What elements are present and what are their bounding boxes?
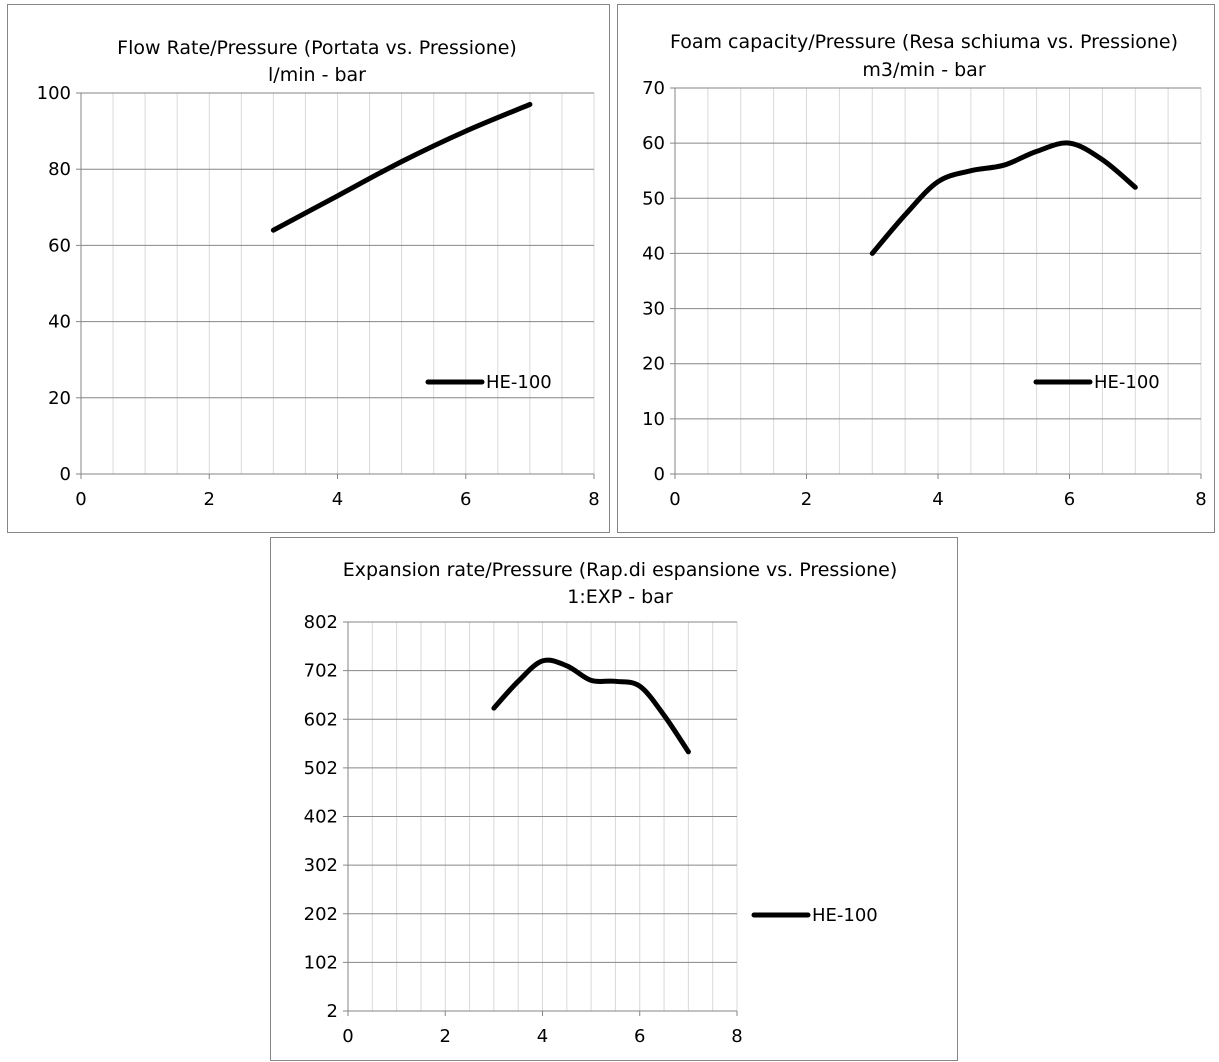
series-line-he-100 xyxy=(270,101,533,233)
x-tick-label: 4 xyxy=(932,489,943,510)
x-tick-label: 4 xyxy=(332,489,343,510)
chart-title: Flow Rate/Pressure (Portata vs. Pression… xyxy=(117,37,517,59)
y-tick-label: 702 xyxy=(304,661,338,682)
y-tick-label: 100 xyxy=(37,83,71,104)
x-tick-label: 2 xyxy=(204,489,215,510)
y-tick-label: 602 xyxy=(304,709,338,730)
x-tick-label: 6 xyxy=(634,1026,645,1047)
chart-title: Expansion rate/Pressure (Rap.di espansio… xyxy=(343,559,898,581)
y-tick-label: 70 xyxy=(642,78,665,99)
x-tick-label: 0 xyxy=(75,489,86,510)
x-tick-label: 6 xyxy=(1064,489,1075,510)
y-tick-label: 0 xyxy=(60,464,71,485)
y-tick-label: 502 xyxy=(304,758,338,779)
y-tick-label: 0 xyxy=(654,464,665,485)
chart-subtitle: 1:EXP - bar xyxy=(567,586,673,608)
x-tick-label: 0 xyxy=(669,489,680,510)
y-tick-label: 10 xyxy=(642,409,665,430)
y-tick-label: 802 xyxy=(304,612,338,633)
series-line-he-100 xyxy=(491,657,691,755)
y-tick-label: 30 xyxy=(642,299,665,320)
legend-label: HE-100 xyxy=(812,905,878,926)
chart-panel-flow-rate: 0 20 40 60 80 100 0 2 4 6 8 Flow Rate/Pressure (Por… xyxy=(7,4,610,533)
y-tick-label: 50 xyxy=(642,188,665,209)
x-tick-label: 0 xyxy=(342,1026,353,1047)
y-tick-label: 40 xyxy=(48,312,71,333)
legend-label: HE-100 xyxy=(486,372,552,393)
foam-capacity-chart: 0 10 20 30 40 50 60 70 0 2 4 6 8 Foam capacity/Pressu… xyxy=(642,31,1207,510)
y-tick-label: 40 xyxy=(642,243,665,264)
x-tick-label: 8 xyxy=(588,489,599,510)
y-tick-label: 102 xyxy=(304,952,338,973)
y-tick-label: 202 xyxy=(304,904,338,925)
x-tick-label: 2 xyxy=(440,1026,451,1047)
y-tick-label: 402 xyxy=(304,807,338,828)
x-tick-label: 2 xyxy=(801,489,812,510)
y-tick-label: 20 xyxy=(642,354,665,375)
y-tick-label: 60 xyxy=(48,235,71,256)
flow-rate-chart: 0 20 40 60 80 100 0 2 4 6 8 Flow Rate/Pressure (Por… xyxy=(37,37,600,510)
x-tick-label: 4 xyxy=(537,1026,548,1047)
chart-subtitle: m3/min - bar xyxy=(862,59,985,81)
series-line-he-100 xyxy=(869,140,1138,256)
chart-panel-foam-capacity: 0 10 20 30 40 50 60 70 0 2 4 6 8 Foam capacity/Pressu… xyxy=(617,4,1215,533)
chart-panel-expansion-rate: 2 102 202 302 402 502 602 702 802 0 2 4 6 8 Expansion … xyxy=(270,537,958,1061)
y-tick-label: 2 xyxy=(327,1001,338,1022)
y-tick-label: 302 xyxy=(304,855,338,876)
legend-label: HE-100 xyxy=(1094,372,1160,393)
y-tick-label: 20 xyxy=(48,388,71,409)
chart-title: Foam capacity/Pressure (Resa schiuma vs.… xyxy=(670,31,1178,53)
y-tick-label: 60 xyxy=(642,133,665,154)
x-tick-label: 8 xyxy=(731,1026,742,1047)
chart-subtitle: l/min - bar xyxy=(268,64,366,86)
x-tick-label: 8 xyxy=(1195,489,1206,510)
x-tick-label: 6 xyxy=(460,489,471,510)
y-tick-label: 80 xyxy=(48,159,71,180)
